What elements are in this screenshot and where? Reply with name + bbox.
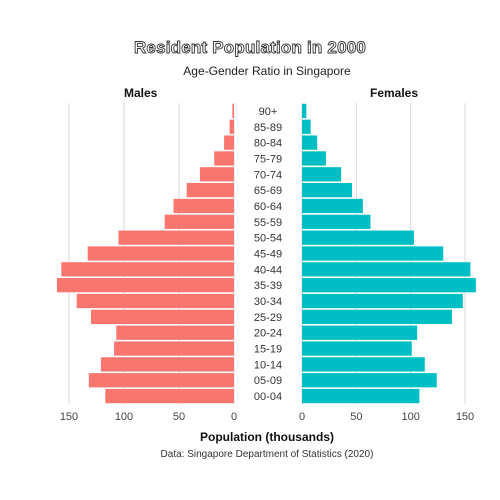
age-label-00-04: 00-04 [254, 391, 282, 403]
bar-males-90+ [232, 103, 234, 119]
x-tick-left-150: 150 [60, 411, 78, 423]
age-label-40-44: 40-44 [254, 264, 282, 276]
bar-females-20-24 [302, 325, 418, 340]
x-axis-label: Population (thousands) [200, 430, 334, 444]
age-label-45-49: 45-49 [254, 249, 282, 261]
bar-females-50-54 [302, 230, 414, 245]
x-ticks-left: 0 50 100 150 [60, 411, 237, 423]
age-label-25-29: 25-29 [254, 312, 282, 324]
bar-females-80-84 [302, 135, 318, 150]
age-label-90+: 90+ [259, 106, 278, 118]
age-label-75-79: 75-79 [254, 153, 282, 165]
bar-males-25-29 [91, 309, 234, 324]
bar-males-35-39 [56, 278, 235, 293]
age-label-70-74: 70-74 [254, 169, 282, 181]
x-tick-right-150: 150 [456, 411, 474, 423]
age-label-10-14: 10-14 [254, 359, 282, 371]
bar-females-55-59 [302, 214, 371, 229]
x-tick-right-0: 0 [299, 411, 305, 423]
bar-females-40-44 [302, 262, 471, 277]
bar-males-85-89 [229, 119, 234, 134]
female-bars [302, 103, 476, 404]
bar-males-30-34 [76, 293, 234, 309]
age-group-labels: 00-04 05-09 10-14 15-19 20-24 25-29 30-34 35-39… [254, 106, 282, 403]
x-ticks-right: 0 50 100 150 [299, 411, 474, 423]
chart-subtitle: Age-Gender Ratio in Singapore [183, 64, 351, 78]
bar-males-20-24 [116, 325, 234, 340]
bar-males-70-74 [199, 167, 234, 182]
male-bars [56, 103, 235, 404]
bar-females-45-49 [302, 246, 444, 261]
bar-males-00-04 [105, 388, 234, 404]
bar-females-05-09 [302, 373, 437, 388]
age-label-30-34: 30-34 [254, 296, 282, 308]
bar-females-25-29 [302, 309, 452, 324]
chart-caption: Data: Singapore Department of Statistics… [160, 449, 374, 460]
bar-females-00-04 [302, 388, 420, 404]
bar-females-90+ [302, 103, 307, 119]
x-tick-left-50: 50 [173, 411, 185, 423]
bar-males-80-84 [224, 135, 234, 150]
age-label-20-24: 20-24 [254, 328, 282, 340]
bar-males-75-79 [214, 151, 234, 166]
x-tick-right-50: 50 [350, 411, 362, 423]
bar-males-45-49 [87, 246, 234, 261]
age-label-05-09: 05-09 [254, 375, 282, 387]
bar-females-75-79 [302, 151, 326, 166]
bar-males-10-14 [100, 357, 235, 372]
age-label-80-84: 80-84 [254, 138, 282, 150]
x-tick-left-100: 100 [115, 411, 133, 423]
bar-females-15-19 [302, 341, 412, 356]
bar-females-35-39 [302, 278, 476, 293]
x-tick-right-100: 100 [401, 411, 419, 423]
bar-females-85-89 [302, 119, 311, 134]
x-tick-left-0: 0 [231, 411, 237, 423]
bar-females-10-14 [302, 357, 425, 372]
bar-males-65-69 [186, 183, 234, 198]
bar-females-65-69 [302, 183, 352, 198]
bar-males-05-09 [88, 373, 234, 388]
age-label-15-19: 15-19 [254, 344, 282, 356]
bar-males-40-44 [61, 262, 234, 277]
age-label-55-59: 55-59 [254, 217, 282, 229]
bar-females-70-74 [302, 167, 342, 182]
age-label-85-89: 85-89 [254, 122, 282, 134]
bar-males-50-54 [118, 230, 234, 245]
bar-males-55-59 [164, 214, 234, 229]
bar-males-60-64 [173, 198, 234, 214]
bar-males-15-19 [114, 341, 234, 356]
bar-females-60-64 [302, 198, 363, 214]
males-panel-label: Males [124, 86, 158, 100]
age-label-65-69: 65-69 [254, 185, 282, 197]
age-label-50-54: 50-54 [254, 233, 282, 245]
age-label-60-64: 60-64 [254, 201, 282, 213]
chart-title: Resident Population in 2000 [133, 38, 367, 58]
females-panel-label: Females [370, 86, 419, 100]
bar-females-30-34 [302, 293, 463, 309]
age-label-35-39: 35-39 [254, 280, 282, 292]
